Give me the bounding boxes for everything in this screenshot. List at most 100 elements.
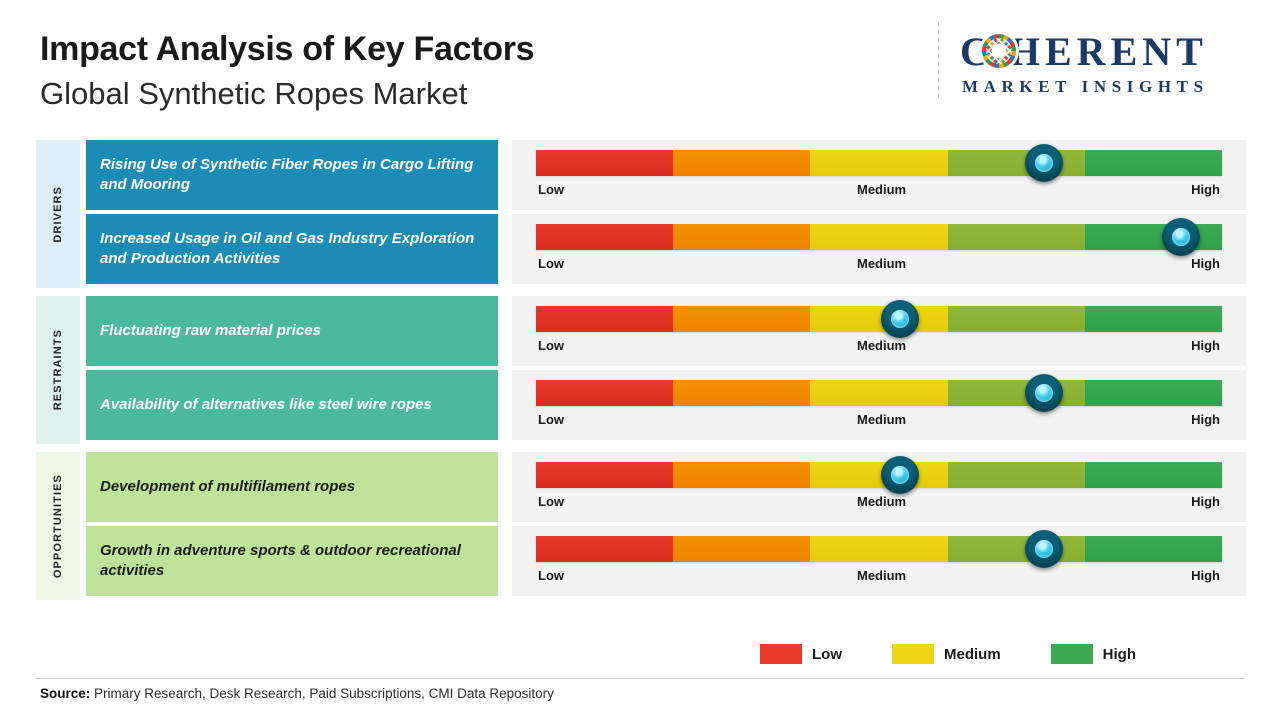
footer-divider	[36, 678, 1244, 679]
gauge-scale: Low Medium High	[536, 338, 1222, 353]
factor-text: Development of multifilament ropes	[86, 452, 498, 522]
gauge-segment-high	[1084, 306, 1223, 332]
table-row: Fluctuating raw material prices Low Medi…	[86, 296, 1246, 366]
gauge-scale: Low Medium High	[536, 568, 1222, 583]
factor-text: Fluctuating raw material prices	[86, 296, 498, 366]
scale-label-low: Low	[538, 338, 564, 353]
gauge-segment-high	[1084, 380, 1223, 406]
gauge-segment-medium-high	[947, 380, 1085, 406]
group-label-text: RESTRAINTS	[52, 329, 64, 411]
scale-label-medium: Medium	[856, 494, 907, 509]
scale-label-high: High	[1191, 568, 1220, 583]
group-label-opportunities: OPPORTUNITIES	[36, 452, 80, 600]
legend-swatch-medium	[892, 644, 934, 664]
logo-divider	[938, 22, 939, 102]
gauge-scale: Low Medium High	[536, 494, 1222, 509]
legend-label-low: Low	[812, 645, 842, 663]
gauge-bar	[536, 218, 1223, 256]
factor-text: Rising Use of Synthetic Fiber Ropes in C…	[86, 140, 498, 210]
factor-text: Availability of alternatives like steel …	[86, 370, 498, 440]
gauge-segment-medium	[810, 224, 948, 250]
legend-swatch-low	[760, 644, 802, 664]
scale-label-high: High	[1191, 494, 1220, 509]
legend-swatch-high	[1050, 644, 1093, 664]
gauge-segment-medium	[810, 306, 948, 332]
gauge-segment-low-medium	[673, 536, 811, 562]
gauge-marker	[880, 456, 919, 494]
gauge-bar	[536, 530, 1223, 568]
gauge: Low Medium High	[512, 214, 1246, 284]
gauge-segment-medium	[810, 380, 948, 406]
gauge-marker	[880, 300, 919, 338]
gauge: Low Medium High	[512, 296, 1246, 366]
group-restraints: RESTRAINTS Fluctuating raw material pric…	[36, 296, 1246, 444]
legend-label-high: High	[1102, 645, 1136, 663]
scale-label-low: Low	[538, 182, 564, 197]
scale-label-low: Low	[538, 494, 564, 509]
scale-label-medium: Medium	[856, 568, 907, 583]
gauge-segment-medium	[810, 536, 948, 562]
scale-label-high: High	[1191, 412, 1220, 427]
table-row: Increased Usage in Oil and Gas Industry …	[86, 214, 1246, 284]
source-text: Primary Research, Desk Research, Paid Su…	[90, 686, 554, 701]
gauge-bar	[536, 300, 1223, 338]
title-subtitle: Global Synthetic Ropes Market	[40, 76, 468, 112]
legend-item-low: Low	[760, 644, 842, 664]
gauge-segment-high	[1084, 462, 1223, 488]
gauge-scale: Low Medium High	[536, 412, 1222, 427]
gauge-segment-low-medium	[673, 224, 811, 250]
group-label-restraints: RESTRAINTS	[36, 296, 80, 444]
legend: Low Medium High	[760, 644, 1136, 664]
gauge-bar	[536, 144, 1223, 182]
legend-item-medium: Medium	[892, 644, 1001, 664]
group-opportunities: OPPORTUNITIES Development of multifilame…	[36, 452, 1246, 600]
gauge-segment-low-medium	[673, 150, 811, 176]
gauge-segment-high	[1084, 224, 1223, 250]
logo-tagline: MARKET INSIGHTS	[962, 77, 1209, 96]
gauge: Low Medium High	[512, 452, 1246, 522]
table-row: Rising Use of Synthetic Fiber Ropes in C…	[86, 140, 1246, 210]
scale-label-high: High	[1191, 256, 1220, 271]
table-row: Availability of alternatives like steel …	[86, 370, 1246, 440]
gauge-bar	[536, 374, 1223, 412]
gauge-segment-low-medium	[673, 462, 811, 488]
group-drivers: DRIVERS Rising Use of Synthetic Fiber Ro…	[36, 140, 1246, 288]
title-main: Impact Analysis of Key Factors	[40, 30, 535, 68]
gauge-segment-medium-high	[947, 150, 1085, 176]
globe-icon	[982, 34, 1016, 68]
gauge: Low Medium High	[512, 526, 1246, 596]
table-row: Development of multifilament ropes Low M…	[86, 452, 1246, 522]
source-note: Source: Primary Research, Desk Research,…	[40, 686, 554, 701]
gauge-scale: Low Medium High	[536, 182, 1222, 197]
gauge-bar	[536, 456, 1223, 494]
table-row: Growth in adventure sports & outdoor rec…	[86, 526, 1246, 596]
gauge-segment-high	[1084, 536, 1223, 562]
brand-logo: C HERENT MARKET INSIGHTS	[938, 22, 1258, 102]
gauge-segment-medium-high	[947, 536, 1085, 562]
group-label-text: OPPORTUNITIES	[52, 473, 64, 579]
legend-label-medium: Medium	[944, 645, 1001, 663]
gauge-segment-medium-high	[947, 306, 1085, 332]
gauge-segment-medium-high	[947, 462, 1085, 488]
gauge-scale: Low Medium High	[536, 256, 1222, 271]
scale-label-medium: Medium	[856, 256, 907, 271]
gauge-segment-low-medium	[673, 306, 811, 332]
gauge-segment-low	[536, 536, 674, 562]
gauge-segment-low	[536, 150, 674, 176]
legend-item-high: High	[1050, 644, 1136, 664]
gauge-segment-low	[536, 462, 674, 488]
scale-label-low: Low	[538, 256, 564, 271]
group-label-text: DRIVERS	[52, 185, 64, 243]
gauge: Low Medium High	[512, 140, 1246, 210]
gauge-marker	[1024, 374, 1063, 412]
gauge: Low Medium High	[512, 370, 1246, 440]
gauge-segment-low-medium	[673, 380, 811, 406]
scale-label-high: High	[1191, 338, 1220, 353]
scale-label-low: Low	[538, 412, 564, 427]
scale-label-medium: Medium	[856, 182, 907, 197]
gauge-segment-high	[1084, 150, 1223, 176]
gauge-marker	[1024, 144, 1063, 182]
gauge-segment-low	[536, 380, 674, 406]
gauge-segment-medium	[810, 462, 948, 488]
factor-text: Increased Usage in Oil and Gas Industry …	[86, 214, 498, 284]
